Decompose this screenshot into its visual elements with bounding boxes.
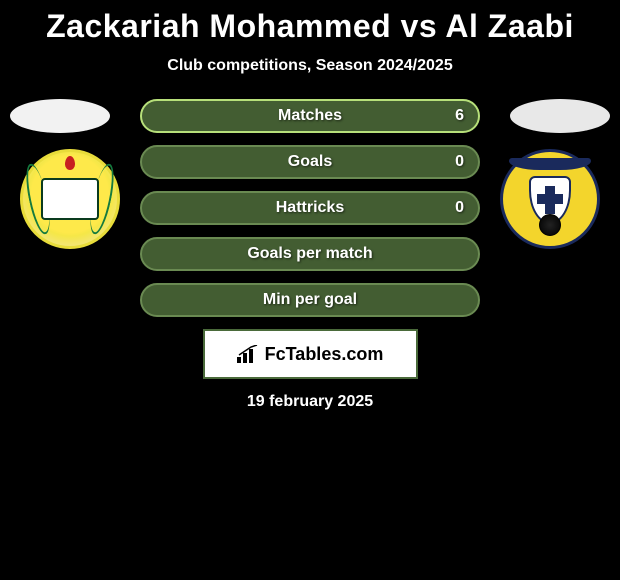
stat-label: Matches bbox=[278, 107, 342, 125]
badge-leaf-icon bbox=[86, 162, 119, 236]
player-right-silhouette bbox=[510, 99, 610, 133]
brand-box: FcTables.com bbox=[203, 329, 418, 379]
stat-row: Goals 0 bbox=[140, 145, 480, 179]
stat-label: Goals per match bbox=[247, 245, 372, 263]
club-badge-left bbox=[20, 149, 120, 249]
stat-row: Min per goal bbox=[140, 283, 480, 317]
club-badge-right bbox=[500, 149, 600, 249]
stat-label: Min per goal bbox=[263, 291, 357, 309]
comparison-card: Zackariah Mohammed vs Al Zaabi Club comp… bbox=[0, 0, 620, 411]
badge-leaf-icon bbox=[22, 162, 55, 236]
stat-row: Hattricks 0 bbox=[140, 191, 480, 225]
stat-label: Goals bbox=[288, 153, 332, 171]
brand-text: FcTables.com bbox=[265, 344, 384, 365]
date-label: 19 february 2025 bbox=[0, 393, 620, 411]
badge-flame-icon bbox=[65, 156, 75, 170]
stats-list: Matches 6 Goals 0 Hattricks 0 Goals per match M… bbox=[140, 99, 480, 317]
stat-row: Matches 6 bbox=[140, 99, 480, 133]
subtitle: Club competitions, Season 2024/2025 bbox=[0, 57, 620, 75]
stat-value-right: 0 bbox=[455, 153, 464, 171]
stat-value-right: 6 bbox=[455, 107, 464, 125]
chart-icon bbox=[237, 345, 259, 363]
page-title: Zackariah Mohammed vs Al Zaabi bbox=[0, 8, 620, 45]
player-left-silhouette bbox=[10, 99, 110, 133]
content-area: Matches 6 Goals 0 Hattricks 0 Goals per match M… bbox=[0, 99, 620, 411]
stat-row: Goals per match bbox=[140, 237, 480, 271]
stat-value-right: 0 bbox=[455, 199, 464, 217]
badge-ball-icon bbox=[539, 214, 561, 236]
stat-label: Hattricks bbox=[276, 199, 344, 217]
